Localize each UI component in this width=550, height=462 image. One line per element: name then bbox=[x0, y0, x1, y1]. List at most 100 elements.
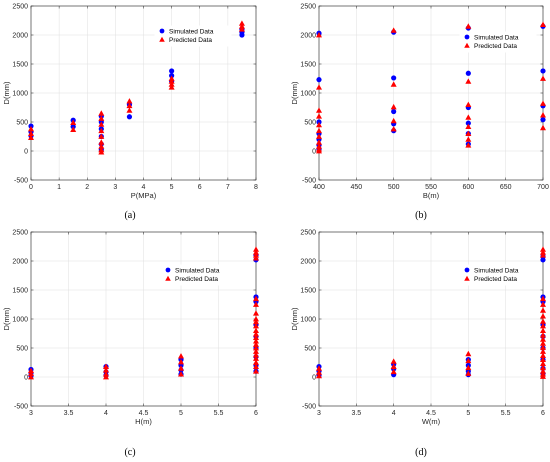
predicted-data-point bbox=[253, 355, 259, 361]
predicted-data-point bbox=[540, 252, 546, 258]
predicted-data-point bbox=[253, 252, 259, 258]
y-tick-label: 500 bbox=[304, 346, 316, 353]
predicted-data-point bbox=[316, 365, 322, 371]
y-tick-label: 2500 bbox=[300, 4, 316, 11]
predicted-data-point bbox=[540, 344, 546, 350]
predicted-data-point bbox=[465, 364, 472, 371]
predicted-data-point bbox=[98, 115, 105, 121]
x-tick-label: 550 bbox=[425, 184, 437, 191]
y-tick-label: 1000 bbox=[12, 317, 28, 324]
x-tick-label: 5 bbox=[170, 184, 174, 191]
predicted-data-point bbox=[28, 367, 34, 374]
y-axis-label: D(mm) bbox=[2, 81, 11, 104]
x-axis-label: P(MPa) bbox=[131, 191, 157, 200]
predicted-data-point bbox=[103, 374, 109, 380]
predicted-data-point bbox=[316, 127, 322, 134]
predicted-data-point bbox=[540, 340, 546, 346]
predicted-data-point bbox=[253, 338, 259, 344]
predicted-data-point bbox=[540, 246, 546, 252]
predicted-data-point bbox=[316, 143, 322, 149]
legend-label: Predicted Data bbox=[175, 276, 218, 283]
x-tick-label: 400 bbox=[313, 184, 325, 191]
chart-panel-4: 3 3.5 4 4.5 5 5.5 6 -500 0 500 1000 1500 2000 2500 W(m… bbox=[290, 230, 546, 458]
predicted-data-point bbox=[316, 148, 322, 154]
y-tick-label: 2500 bbox=[12, 230, 28, 237]
x-tick-label: 3 bbox=[113, 184, 117, 191]
predicted-data-point bbox=[540, 364, 546, 371]
predicted-data-point bbox=[253, 363, 259, 369]
x-tick-label: 5 bbox=[466, 410, 470, 417]
predicted-data-point bbox=[70, 126, 77, 132]
predicted-data-point bbox=[126, 98, 133, 104]
y-tick-label: 500 bbox=[304, 120, 316, 127]
predicted-data-point bbox=[316, 133, 322, 139]
simulated-data-point bbox=[126, 114, 133, 120]
legend: Simulated Data Predicted Data bbox=[154, 25, 232, 47]
y-tick-label: 2500 bbox=[12, 4, 28, 11]
predicted-data-point bbox=[465, 101, 472, 107]
y-tick-label: 0 bbox=[312, 149, 316, 156]
axes-frame bbox=[30, 5, 257, 181]
y-tick-label: 0 bbox=[312, 375, 316, 382]
y-axis-label: D(mm) bbox=[290, 81, 299, 104]
predicted-data-point bbox=[465, 78, 472, 84]
predicted-data-point bbox=[390, 358, 397, 364]
predicted-data-point bbox=[178, 358, 184, 365]
predicted-data-point bbox=[168, 81, 175, 87]
y-tick-label: -500 bbox=[302, 404, 316, 411]
predicted-data-point bbox=[465, 130, 472, 136]
y-tick-label: 500 bbox=[16, 120, 28, 127]
legend-box bbox=[459, 31, 537, 53]
panel-label: (a) bbox=[124, 210, 135, 221]
predicted-data-point bbox=[253, 316, 259, 322]
legend-marker-predicted bbox=[464, 42, 470, 48]
simulated-data-point bbox=[540, 257, 546, 263]
predicted-data-point bbox=[540, 373, 546, 379]
panel-label: (b) bbox=[415, 210, 427, 221]
predicted-data-point bbox=[28, 134, 34, 141]
x-tick-label: 5.5 bbox=[501, 410, 511, 417]
simulated-data-point bbox=[391, 108, 397, 115]
y-tick-label: 0 bbox=[24, 149, 28, 156]
predicted-data-point bbox=[253, 331, 259, 337]
x-axis-label: W(m) bbox=[422, 417, 441, 426]
simulated-data-point bbox=[540, 117, 546, 123]
legend: Simulated Data Predicted Data bbox=[160, 264, 238, 286]
simulated-data-point bbox=[239, 32, 245, 38]
predicted-data-point bbox=[178, 365, 184, 371]
legend-label: Predicted Data bbox=[474, 276, 517, 283]
x-tick-label: 2 bbox=[85, 184, 89, 191]
predicted-data-point bbox=[98, 143, 105, 149]
predicted-data-point bbox=[253, 341, 259, 347]
predicted-data-point bbox=[253, 318, 259, 325]
predicted-data-point bbox=[253, 334, 259, 340]
predicted-data-point bbox=[390, 103, 397, 110]
predicted-data-point bbox=[540, 75, 546, 81]
legend-marker-simulated bbox=[159, 28, 165, 34]
predicted-data-point bbox=[316, 121, 322, 128]
panel-label: (c) bbox=[124, 447, 135, 458]
y-tick-label: 0 bbox=[24, 375, 28, 382]
y-tick-label: -500 bbox=[14, 178, 28, 185]
predicted-data-point bbox=[168, 84, 175, 90]
predicted-data-point bbox=[238, 26, 245, 32]
axes-frame bbox=[318, 5, 544, 181]
y-tick-label: 1000 bbox=[12, 91, 28, 98]
predicted-data-point bbox=[126, 102, 133, 109]
predicted-data-point bbox=[253, 249, 259, 255]
predicted-data-point bbox=[253, 351, 259, 358]
predicted-data-point bbox=[316, 84, 322, 90]
predicted-data-point bbox=[316, 139, 322, 145]
x-tick-label: 4 bbox=[104, 410, 108, 417]
legend-label: Simulated Data bbox=[474, 34, 519, 41]
simulated-data-point bbox=[540, 68, 546, 74]
legend-box bbox=[459, 264, 537, 286]
legend-marker-predicted bbox=[159, 36, 165, 42]
simulated-data-point bbox=[316, 77, 322, 83]
predicted-data-point bbox=[540, 249, 546, 255]
predicted-data-point bbox=[253, 246, 259, 252]
predicted-data-point bbox=[238, 20, 245, 26]
predicted-data-point bbox=[540, 360, 546, 367]
predicted-data-point bbox=[253, 348, 259, 354]
legend-marker-simulated bbox=[464, 34, 470, 40]
